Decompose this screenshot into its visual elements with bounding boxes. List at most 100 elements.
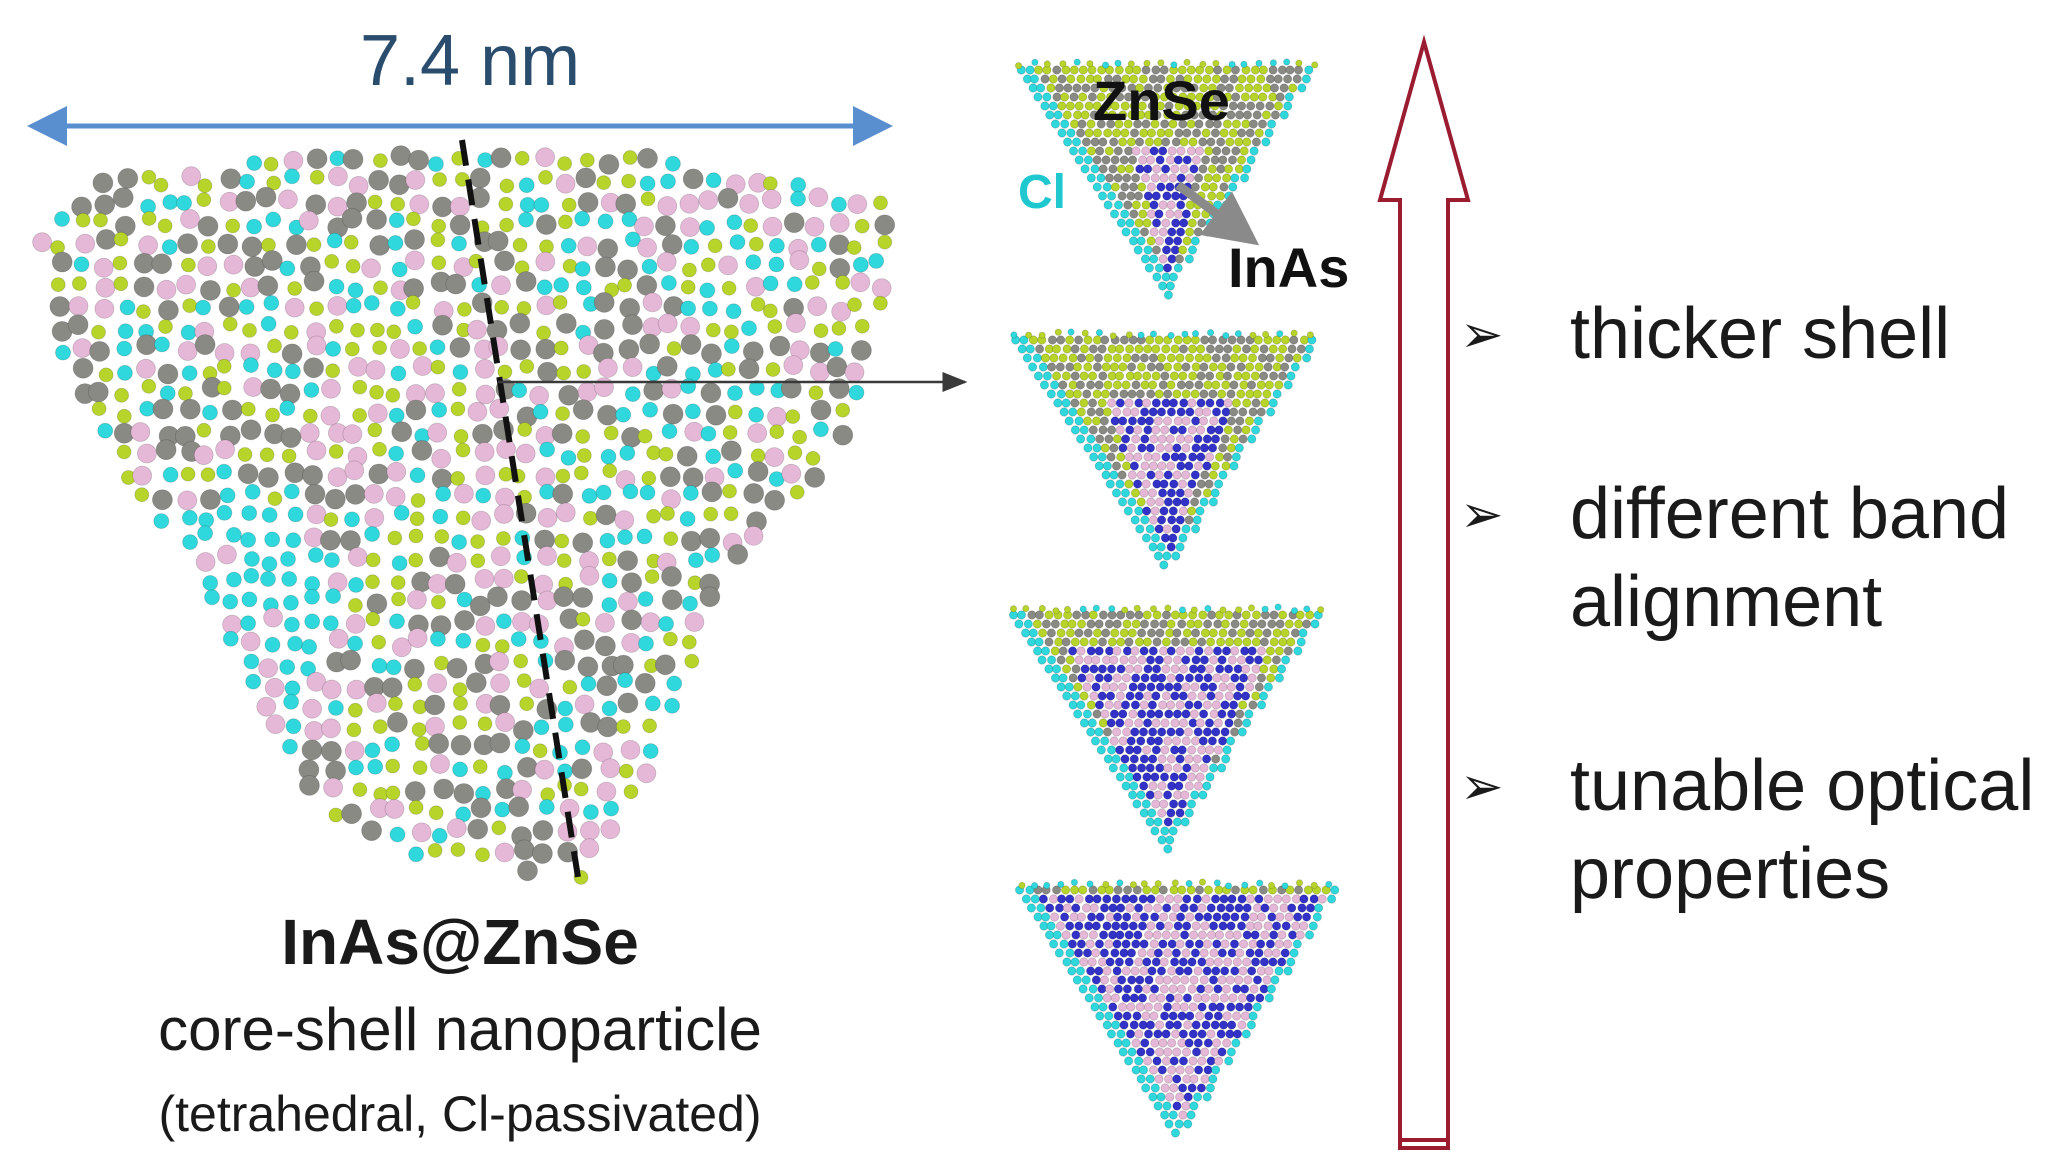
in-atom	[555, 173, 576, 194]
in-atom	[1175, 434, 1186, 444]
zn-atom	[1189, 110, 1199, 120]
zn-atom	[368, 463, 390, 485]
cl-atom	[1226, 736, 1236, 746]
se-atom	[1224, 637, 1235, 647]
as-atom	[1230, 966, 1240, 976]
as-atom	[1131, 673, 1141, 683]
in-atom	[1121, 966, 1131, 976]
cl-atom	[1246, 155, 1256, 165]
as-atom	[1207, 736, 1218, 746]
cl-atom	[1059, 939, 1069, 949]
in-atom	[808, 187, 829, 208]
in-atom	[1128, 655, 1138, 665]
in-atom	[1157, 808, 1167, 818]
cl-atom	[1029, 74, 1040, 84]
zn-atom	[155, 439, 177, 461]
as-atom	[1172, 497, 1182, 507]
surface-atom	[1190, 606, 1198, 614]
zn-atom	[1241, 344, 1252, 354]
surface-atom	[1222, 331, 1230, 340]
surface-atom	[1274, 603, 1282, 611]
in-atom	[1295, 930, 1305, 940]
cl-atom	[456, 591, 473, 608]
cl-atom	[1283, 380, 1293, 390]
zn-atom	[517, 756, 538, 778]
cl-atom	[1033, 912, 1043, 922]
as-atom	[1226, 1002, 1236, 1012]
in-atom	[1154, 1074, 1164, 1084]
surface-atom	[1043, 881, 1051, 890]
cl-atom	[827, 341, 844, 357]
se-atom	[1208, 470, 1218, 480]
cl-atom	[1097, 191, 1108, 201]
in-atom	[1202, 407, 1212, 417]
se-atom	[1246, 74, 1256, 84]
zn-atom	[1194, 885, 1205, 895]
as-atom	[1074, 921, 1084, 931]
as-atom	[1132, 772, 1142, 782]
se-atom	[721, 280, 737, 296]
se-atom	[352, 407, 368, 423]
zn-atom	[1133, 119, 1143, 129]
as-atom	[1122, 646, 1133, 656]
se-atom	[1148, 380, 1158, 390]
as-atom	[1179, 218, 1189, 228]
cl-atom	[1209, 763, 1219, 773]
cl-atom	[615, 406, 632, 423]
se-atom	[1142, 371, 1152, 381]
zn-atom	[1271, 655, 1282, 665]
se-atom	[1072, 362, 1083, 372]
as-atom	[1171, 218, 1181, 228]
as-atom	[1162, 191, 1172, 201]
in-atom	[1204, 984, 1214, 994]
se-atom	[1155, 101, 1166, 111]
se-atom	[517, 422, 533, 437]
as-atom	[1217, 655, 1227, 665]
in-atom	[1181, 1101, 1191, 1111]
zn-atom	[1103, 74, 1114, 84]
cl-atom	[1136, 1074, 1146, 1084]
zn-atom	[1056, 655, 1066, 665]
zn-atom	[467, 818, 489, 840]
in-atom	[1143, 1056, 1153, 1066]
se-atom	[1236, 628, 1247, 638]
in-atom	[93, 257, 114, 278]
zn-atom	[1211, 754, 1221, 764]
zn-atom	[1098, 164, 1108, 174]
as-atom	[1183, 1092, 1193, 1102]
in-atom	[1184, 434, 1194, 444]
se-atom	[1122, 353, 1132, 363]
as-atom	[1216, 903, 1226, 913]
cl-atom	[1304, 344, 1315, 354]
in-atom	[1205, 745, 1215, 755]
in-atom	[1189, 709, 1199, 719]
zn-atom	[1224, 83, 1235, 93]
cl-atom	[557, 700, 574, 717]
cl-atom	[1113, 200, 1124, 210]
as-atom	[1176, 912, 1186, 922]
in-atom	[1190, 736, 1201, 746]
zn-atom	[1256, 407, 1266, 417]
as-atom	[1193, 700, 1203, 710]
in-atom	[1181, 682, 1191, 692]
cl-atom	[1134, 506, 1144, 516]
zn-atom	[1220, 74, 1230, 84]
cl-atom	[601, 597, 618, 613]
in-atom	[844, 362, 865, 383]
zn-atom	[1047, 335, 1058, 345]
zn-atom	[1265, 101, 1275, 111]
se-atom	[470, 553, 486, 569]
zn-atom	[1176, 380, 1186, 390]
zn-atom	[826, 356, 848, 378]
cl-atom	[1086, 173, 1096, 183]
cl-atom	[1191, 524, 1201, 534]
se-atom	[450, 401, 466, 417]
cl-atom	[1028, 628, 1038, 638]
in-atom	[1183, 727, 1194, 737]
in-atom	[95, 277, 116, 298]
se-atom	[1178, 371, 1188, 381]
se-atom	[328, 444, 344, 459]
as-atom	[1147, 966, 1157, 976]
se-atom	[1169, 885, 1179, 895]
se-atom	[281, 448, 297, 464]
